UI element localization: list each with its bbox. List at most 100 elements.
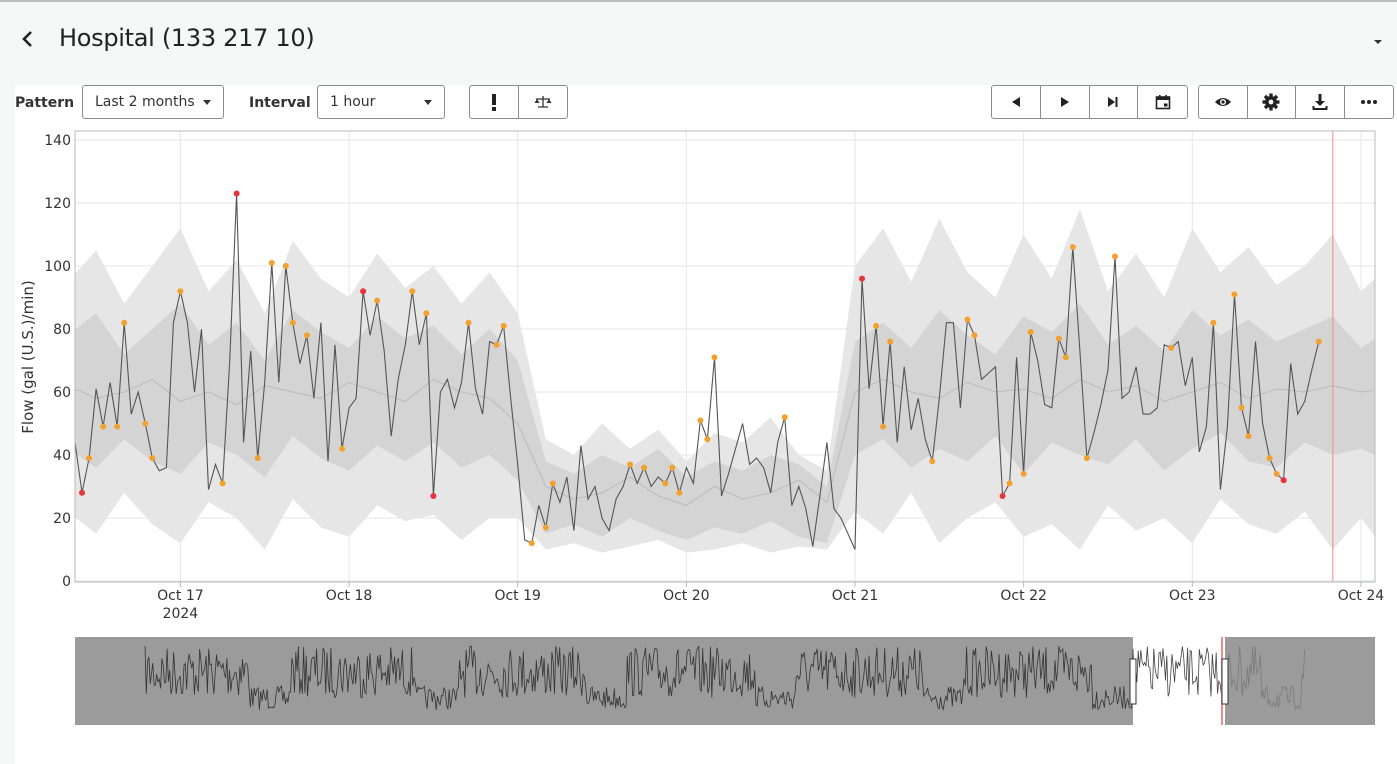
warning-point bbox=[1315, 338, 1322, 345]
warning-point bbox=[1062, 354, 1069, 361]
warning-point bbox=[100, 423, 107, 430]
warning-point bbox=[493, 341, 500, 348]
interval-select[interactable]: 1 hour bbox=[317, 85, 445, 119]
skip-to-end-icon bbox=[1108, 97, 1118, 107]
view-options-group bbox=[1198, 85, 1394, 119]
balance-scale-icon bbox=[534, 96, 552, 108]
x-axis: Oct 17 2024 Oct 18 Oct 19 Oct 20 Oct 21 Oct 22… bbox=[157, 581, 1384, 622]
outer-prediction-band bbox=[75, 209, 1375, 553]
warning-point bbox=[676, 489, 683, 496]
previous-period-button[interactable] bbox=[992, 86, 1041, 118]
warning-point bbox=[409, 288, 416, 295]
x-tick-label: Oct 17 bbox=[157, 588, 203, 604]
warning-point bbox=[964, 316, 971, 323]
x-tick-label: Oct 23 bbox=[1169, 588, 1215, 604]
warning-point bbox=[662, 480, 669, 487]
warning-point bbox=[1055, 335, 1062, 342]
warning-point bbox=[339, 445, 346, 452]
warning-point bbox=[86, 455, 93, 462]
warning-point bbox=[887, 338, 894, 345]
y-tick-label: 40 bbox=[53, 448, 71, 464]
navigator-left-handle[interactable] bbox=[1129, 658, 1137, 705]
warning-point bbox=[549, 480, 556, 487]
navigator-forecast-line bbox=[1226, 646, 1305, 711]
x-tick-label: Oct 22 bbox=[1000, 588, 1046, 604]
play-forward-icon bbox=[1060, 97, 1069, 107]
alarm-point bbox=[1280, 477, 1287, 484]
warning-point bbox=[929, 458, 936, 465]
x-tick-label: Oct 24 bbox=[1338, 588, 1385, 604]
warning-point bbox=[268, 259, 275, 266]
x-tick-label: Oct 20 bbox=[663, 588, 709, 604]
header-menu-button[interactable] bbox=[1372, 34, 1384, 44]
more-options-button[interactable] bbox=[1345, 86, 1394, 118]
exclamation-icon bbox=[491, 94, 496, 111]
warning-point bbox=[1266, 455, 1273, 462]
warning-point bbox=[873, 322, 880, 329]
pattern-select[interactable]: Last 2 months bbox=[82, 85, 224, 119]
flow-series bbox=[75, 193, 1320, 550]
gear-icon bbox=[1262, 93, 1280, 111]
warning-point bbox=[142, 420, 149, 427]
jump-to-latest-button[interactable] bbox=[1090, 86, 1139, 118]
tool-button-group bbox=[469, 85, 568, 119]
warning-point bbox=[1231, 291, 1238, 298]
warning-point bbox=[880, 423, 887, 430]
download-button[interactable] bbox=[1296, 86, 1345, 118]
warning-point bbox=[542, 524, 549, 531]
calendar-icon bbox=[1155, 95, 1170, 110]
warning-point bbox=[528, 540, 535, 547]
x-tick-year-label: 2024 bbox=[163, 606, 199, 622]
interval-select-value: 1 hour bbox=[330, 94, 376, 110]
compare-button[interactable] bbox=[519, 86, 568, 118]
warning-point bbox=[1069, 244, 1076, 251]
warning-point bbox=[1083, 455, 1090, 462]
alarm-point bbox=[430, 492, 437, 499]
y-tick-label: 80 bbox=[53, 322, 71, 338]
y-axis-label: Flow (gal (U.S.)/min) bbox=[19, 280, 37, 433]
warning-point bbox=[303, 332, 310, 339]
flow-line bbox=[75, 193, 1320, 550]
time-navigator[interactable] bbox=[75, 637, 1375, 725]
alarm-point bbox=[859, 275, 866, 282]
warning-point bbox=[289, 319, 296, 326]
y-tick-label: 20 bbox=[53, 511, 71, 527]
y-tick-label: 0 bbox=[62, 574, 71, 590]
warning-point bbox=[465, 319, 472, 326]
back-button[interactable] bbox=[16, 27, 40, 51]
date-picker-button[interactable] bbox=[1138, 86, 1187, 118]
next-period-button[interactable] bbox=[1041, 86, 1090, 118]
warning-point bbox=[219, 480, 226, 487]
alarms-button[interactable] bbox=[470, 86, 519, 118]
x-tick-label: Oct 19 bbox=[494, 588, 540, 604]
warning-point bbox=[114, 423, 121, 430]
warning-point bbox=[1027, 329, 1034, 336]
warning-point bbox=[704, 436, 711, 443]
pattern-label: Pattern bbox=[15, 95, 75, 111]
download-icon bbox=[1312, 94, 1328, 110]
settings-button[interactable] bbox=[1248, 86, 1296, 118]
warning-point bbox=[374, 297, 381, 304]
time-navigation-group bbox=[991, 85, 1188, 119]
caret-down-icon bbox=[1374, 40, 1382, 44]
y-tick-label: 120 bbox=[44, 196, 71, 212]
warning-point bbox=[1245, 433, 1252, 440]
warning-point bbox=[781, 414, 788, 421]
warning-point bbox=[1238, 404, 1245, 411]
interval-label: Interval bbox=[249, 95, 311, 111]
warning-point bbox=[1168, 344, 1175, 351]
alarm-point bbox=[999, 492, 1006, 499]
eye-icon bbox=[1214, 98, 1231, 106]
y-tick-label: 100 bbox=[44, 259, 71, 275]
warning-point bbox=[1273, 470, 1280, 477]
inner-prediction-band bbox=[75, 303, 1375, 544]
navigator-right-handle[interactable] bbox=[1221, 658, 1229, 705]
y-tick-label: 60 bbox=[53, 385, 71, 401]
warning-point bbox=[711, 354, 718, 361]
visibility-button[interactable] bbox=[1199, 86, 1248, 118]
warning-point bbox=[1210, 319, 1217, 326]
warning-point bbox=[1020, 470, 1027, 477]
warning-point bbox=[627, 461, 634, 468]
warning-point bbox=[1112, 253, 1118, 260]
